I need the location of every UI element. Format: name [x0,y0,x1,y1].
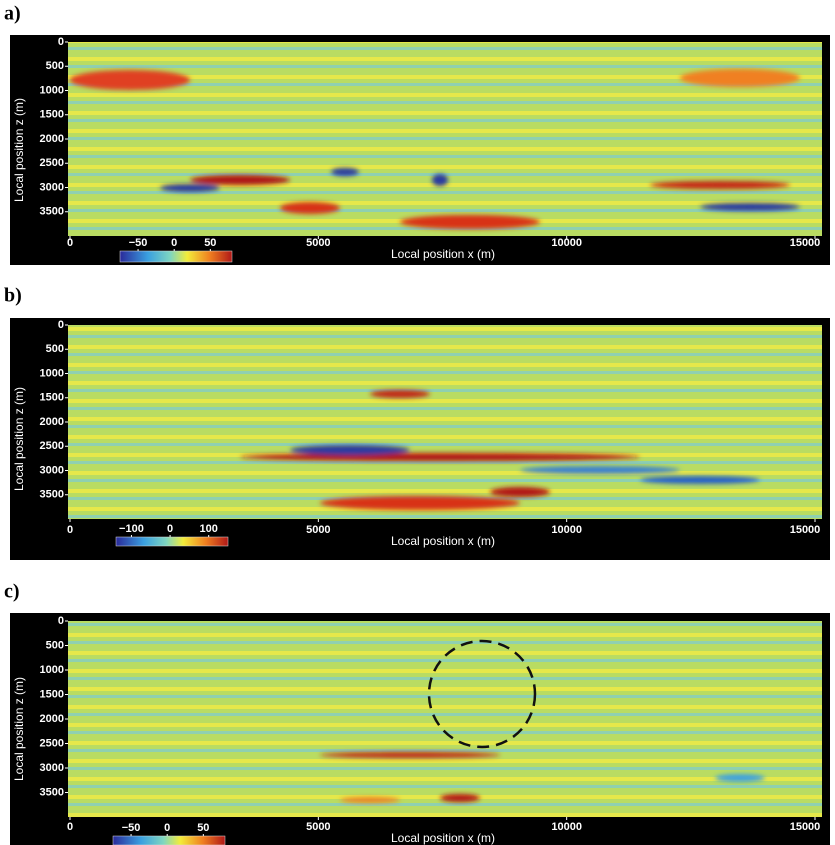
x-tick-label: 0 [67,524,73,536]
y-axis-label: Local position z (m) [12,677,26,781]
colorbar [115,536,229,547]
x-tick-label: 10000 [551,821,582,833]
y-tick-label: 0 [58,36,64,48]
y-tick-label: 3500 [40,489,64,501]
colorbar [119,250,233,263]
x-tick-label: 10000 [551,524,582,536]
panel-label: c) [4,581,20,603]
y-tick-label: 500 [46,343,64,355]
colorbar-tick-label: 50 [197,822,209,834]
x-tick-label: 5000 [306,821,330,833]
colorbar-tick-label: 0 [171,237,177,249]
image-features [70,69,800,803]
colorbar-tick-label: −50 [129,237,148,249]
y-tick-label: 500 [46,60,64,72]
y-axis-label: Local position z (m) [12,98,26,202]
y-tick-label: 2500 [40,440,64,452]
y-tick-label: 1000 [40,664,64,676]
y-tick-label: 1000 [40,84,64,96]
y-tick-label: 2000 [40,133,64,145]
panel-label: b) [4,285,22,307]
heatmap-image [68,325,822,519]
y-tick-label: 2500 [40,157,64,169]
x-tick-label: 15000 [790,524,821,536]
y-tick-label: 3500 [40,206,64,218]
y-tick-label: 0 [58,319,64,331]
y-tick-label: 1500 [40,688,64,700]
panel-label: a) [4,3,21,25]
y-tick-label: 3000 [40,762,64,774]
x-axis-label: Local position x (m) [391,534,495,548]
x-tick-label: 0 [67,821,73,833]
y-tick-label: 0 [58,615,64,627]
colorbar-tick-label: 50 [204,237,216,249]
x-tick-label: 5000 [306,524,330,536]
y-tick-label: 1500 [40,109,64,121]
x-tick-label: 10000 [551,237,582,249]
colorbar-tick-label: 0 [167,523,173,535]
y-tick-label: 3500 [40,786,64,798]
x-tick-label: 15000 [790,821,821,833]
x-axis-label: Local position x (m) [391,831,495,845]
y-tick-label: 500 [46,639,64,651]
y-tick-label: 1000 [40,367,64,379]
colorbar-tick-label: 0 [164,822,170,834]
heatmap-image [68,621,822,817]
y-tick-label: 3000 [40,181,64,193]
colorbar-tick-label: −50 [122,822,141,834]
y-tick-label: 2000 [40,713,64,725]
x-tick-label: 0 [67,237,73,249]
x-tick-label: 15000 [790,237,821,249]
y-tick-label: 1500 [40,392,64,404]
y-tick-label: 2500 [40,737,64,749]
y-tick-label: 2000 [40,416,64,428]
y-tick-label: 3000 [40,464,64,476]
x-axis-label: Local position x (m) [391,247,495,261]
colorbar [112,835,226,845]
colorbar-tick-label: 100 [200,523,218,535]
x-tick-label: 5000 [306,237,330,249]
annotation-circle [427,639,537,749]
colorbar-tick-label: −100 [119,523,144,535]
y-axis-label: Local position z (m) [12,387,26,491]
